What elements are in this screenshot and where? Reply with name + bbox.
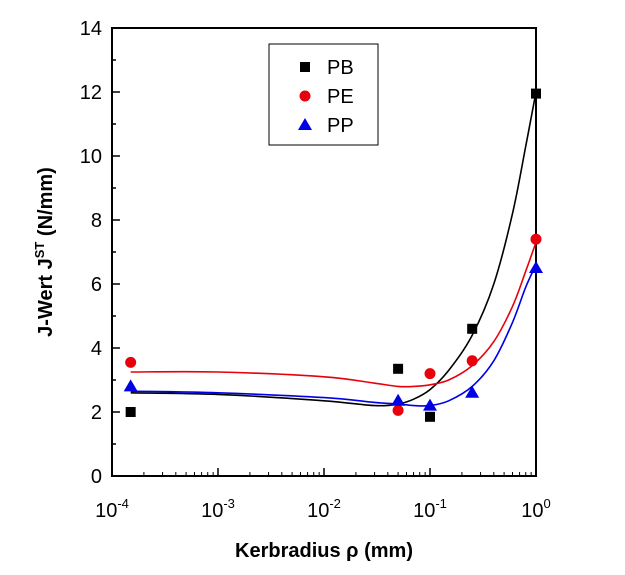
point-pb bbox=[467, 323, 478, 334]
legend-marker-pe bbox=[299, 90, 311, 102]
legend-marker-pb bbox=[300, 62, 310, 72]
legend-marker-pp bbox=[298, 118, 312, 130]
y-axis-title-unit: (N/mm) bbox=[35, 167, 57, 241]
x-tick-labels: 10-4 10-3 10-2 10-1 100 bbox=[95, 496, 551, 522]
point-pb bbox=[393, 363, 404, 374]
y-tick-label: 8 bbox=[91, 210, 102, 232]
y-tick-label: 6 bbox=[91, 274, 102, 296]
legend-label-pe: PE bbox=[327, 86, 354, 108]
y-tick-labels: 0 2 4 6 8 10 12 14 bbox=[80, 18, 102, 488]
point-pb bbox=[125, 407, 136, 417]
fit-curve-pb bbox=[130, 91, 537, 407]
point-pe bbox=[424, 368, 436, 380]
point-pp bbox=[529, 261, 543, 273]
legend-items: PB PE PP bbox=[298, 57, 354, 137]
y-axis-title-sup: ST bbox=[32, 242, 47, 259]
point-pp bbox=[391, 393, 406, 406]
point-pe bbox=[530, 233, 542, 245]
y-tick-label: 14 bbox=[80, 18, 102, 40]
y-tick-label: 2 bbox=[91, 402, 102, 424]
x-axis-title: Kerbradius ρ (mm) bbox=[235, 540, 413, 562]
point-pp bbox=[123, 379, 138, 392]
y-axis-title: J-Wert JST (N/mm) bbox=[32, 167, 57, 337]
legend-label-pb: PB bbox=[327, 57, 354, 79]
point-pb bbox=[425, 411, 435, 422]
x-tick-label: 10-3 bbox=[201, 496, 235, 522]
point-pe bbox=[125, 356, 137, 368]
legend-box bbox=[268, 43, 379, 146]
x-tick-label: 10-4 bbox=[95, 496, 129, 522]
point-pe bbox=[466, 355, 478, 367]
axis-ticks bbox=[111, 27, 537, 477]
point-pp bbox=[423, 398, 437, 411]
y-tick-label: 0 bbox=[91, 466, 102, 488]
x-tick-label: 10-2 bbox=[307, 496, 341, 522]
y-axis-title-main: J-Wert J bbox=[35, 258, 57, 337]
legend-label-pp: PP bbox=[327, 115, 354, 137]
y-tick-label: 4 bbox=[91, 338, 102, 360]
point-pp bbox=[465, 385, 480, 398]
fit-curve-pe bbox=[130, 242, 537, 388]
x-tick-label: 100 bbox=[521, 496, 550, 522]
data-points bbox=[123, 88, 543, 422]
point-pb bbox=[531, 88, 541, 99]
x-tick-label: 10-1 bbox=[413, 496, 447, 522]
fit-curve-pp bbox=[130, 264, 537, 407]
y-tick-label: 12 bbox=[80, 82, 102, 104]
y-tick-label: 10 bbox=[80, 146, 102, 168]
point-pe bbox=[392, 404, 404, 416]
legend: PB PE PP bbox=[268, 43, 379, 146]
